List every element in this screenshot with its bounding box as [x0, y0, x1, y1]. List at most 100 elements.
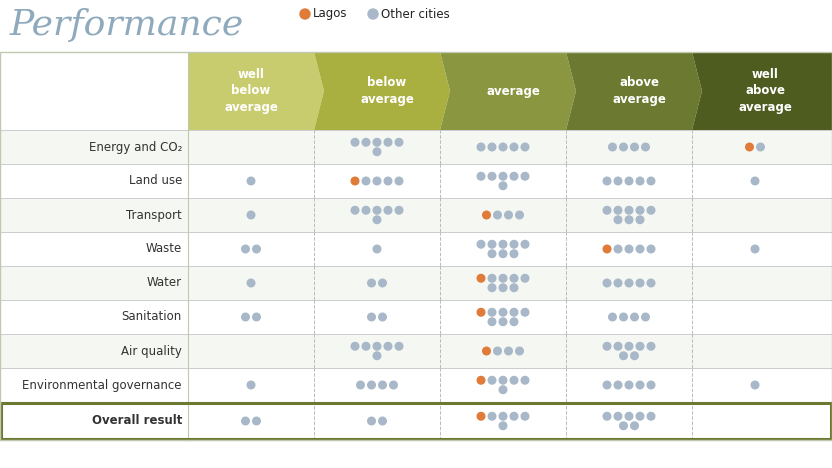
FancyBboxPatch shape [0, 164, 832, 198]
Circle shape [614, 381, 622, 389]
Circle shape [609, 313, 617, 321]
Circle shape [499, 376, 507, 384]
Circle shape [483, 347, 490, 355]
Circle shape [636, 245, 644, 253]
Circle shape [374, 206, 381, 214]
Circle shape [636, 412, 644, 420]
Circle shape [631, 143, 638, 151]
Circle shape [614, 206, 622, 214]
Circle shape [374, 343, 381, 350]
Circle shape [620, 422, 627, 430]
Circle shape [631, 313, 638, 321]
Text: Transport: Transport [126, 209, 182, 221]
Circle shape [499, 422, 507, 430]
Circle shape [351, 139, 359, 146]
Circle shape [510, 250, 518, 257]
Circle shape [247, 211, 255, 219]
Circle shape [636, 216, 644, 224]
Text: average: average [486, 85, 540, 97]
Circle shape [384, 206, 392, 214]
Circle shape [620, 352, 627, 359]
Circle shape [614, 279, 622, 287]
Text: well
below
average: well below average [224, 68, 278, 114]
Text: Environmental governance: Environmental governance [22, 379, 182, 392]
Circle shape [379, 279, 386, 287]
Text: Lagos: Lagos [313, 7, 348, 21]
Circle shape [521, 143, 529, 151]
Text: Overall result: Overall result [92, 415, 182, 427]
Circle shape [647, 206, 655, 214]
Polygon shape [566, 52, 702, 130]
Circle shape [499, 182, 507, 190]
Circle shape [478, 376, 485, 384]
Circle shape [351, 206, 359, 214]
Circle shape [499, 172, 507, 180]
Circle shape [510, 241, 518, 248]
Circle shape [368, 381, 375, 389]
Text: Other cities: Other cities [381, 7, 450, 21]
FancyBboxPatch shape [0, 334, 832, 368]
Circle shape [516, 347, 523, 355]
Circle shape [499, 318, 507, 326]
Circle shape [614, 412, 622, 420]
Circle shape [374, 352, 381, 359]
FancyBboxPatch shape [0, 402, 832, 440]
Polygon shape [692, 52, 832, 130]
Circle shape [493, 211, 502, 219]
Circle shape [253, 245, 260, 253]
Circle shape [625, 412, 633, 420]
Circle shape [751, 245, 759, 253]
Circle shape [379, 417, 386, 425]
Circle shape [384, 177, 392, 185]
Circle shape [488, 274, 496, 282]
Circle shape [478, 172, 485, 180]
Circle shape [395, 139, 403, 146]
Circle shape [625, 381, 633, 389]
Circle shape [488, 143, 496, 151]
Circle shape [614, 245, 622, 253]
Circle shape [647, 343, 655, 350]
Circle shape [620, 143, 627, 151]
Circle shape [389, 381, 398, 389]
Circle shape [521, 172, 529, 180]
Circle shape [362, 177, 369, 185]
Circle shape [647, 177, 655, 185]
Circle shape [625, 177, 633, 185]
Circle shape [603, 343, 611, 350]
Circle shape [247, 381, 255, 389]
Circle shape [499, 412, 507, 420]
Circle shape [603, 177, 611, 185]
Circle shape [603, 381, 611, 389]
Circle shape [493, 347, 502, 355]
Circle shape [510, 284, 518, 292]
Circle shape [478, 241, 485, 248]
Circle shape [488, 376, 496, 384]
Circle shape [647, 245, 655, 253]
Circle shape [631, 352, 638, 359]
Circle shape [488, 241, 496, 248]
Text: Energy and CO₂: Energy and CO₂ [89, 140, 182, 154]
Circle shape [488, 284, 496, 292]
Circle shape [603, 412, 611, 420]
Circle shape [647, 412, 655, 420]
Circle shape [521, 274, 529, 282]
Circle shape [505, 211, 513, 219]
Circle shape [488, 308, 496, 316]
Circle shape [625, 343, 633, 350]
Circle shape [499, 274, 507, 282]
Circle shape [505, 347, 513, 355]
Circle shape [636, 206, 644, 214]
Circle shape [614, 216, 622, 224]
Circle shape [499, 143, 507, 151]
Circle shape [614, 343, 622, 350]
Circle shape [499, 250, 507, 257]
FancyBboxPatch shape [0, 130, 832, 164]
Circle shape [351, 177, 359, 185]
FancyBboxPatch shape [0, 266, 832, 300]
Circle shape [510, 143, 518, 151]
Circle shape [478, 412, 485, 420]
FancyBboxPatch shape [0, 300, 832, 334]
Circle shape [488, 250, 496, 257]
Circle shape [478, 143, 485, 151]
Circle shape [384, 139, 392, 146]
